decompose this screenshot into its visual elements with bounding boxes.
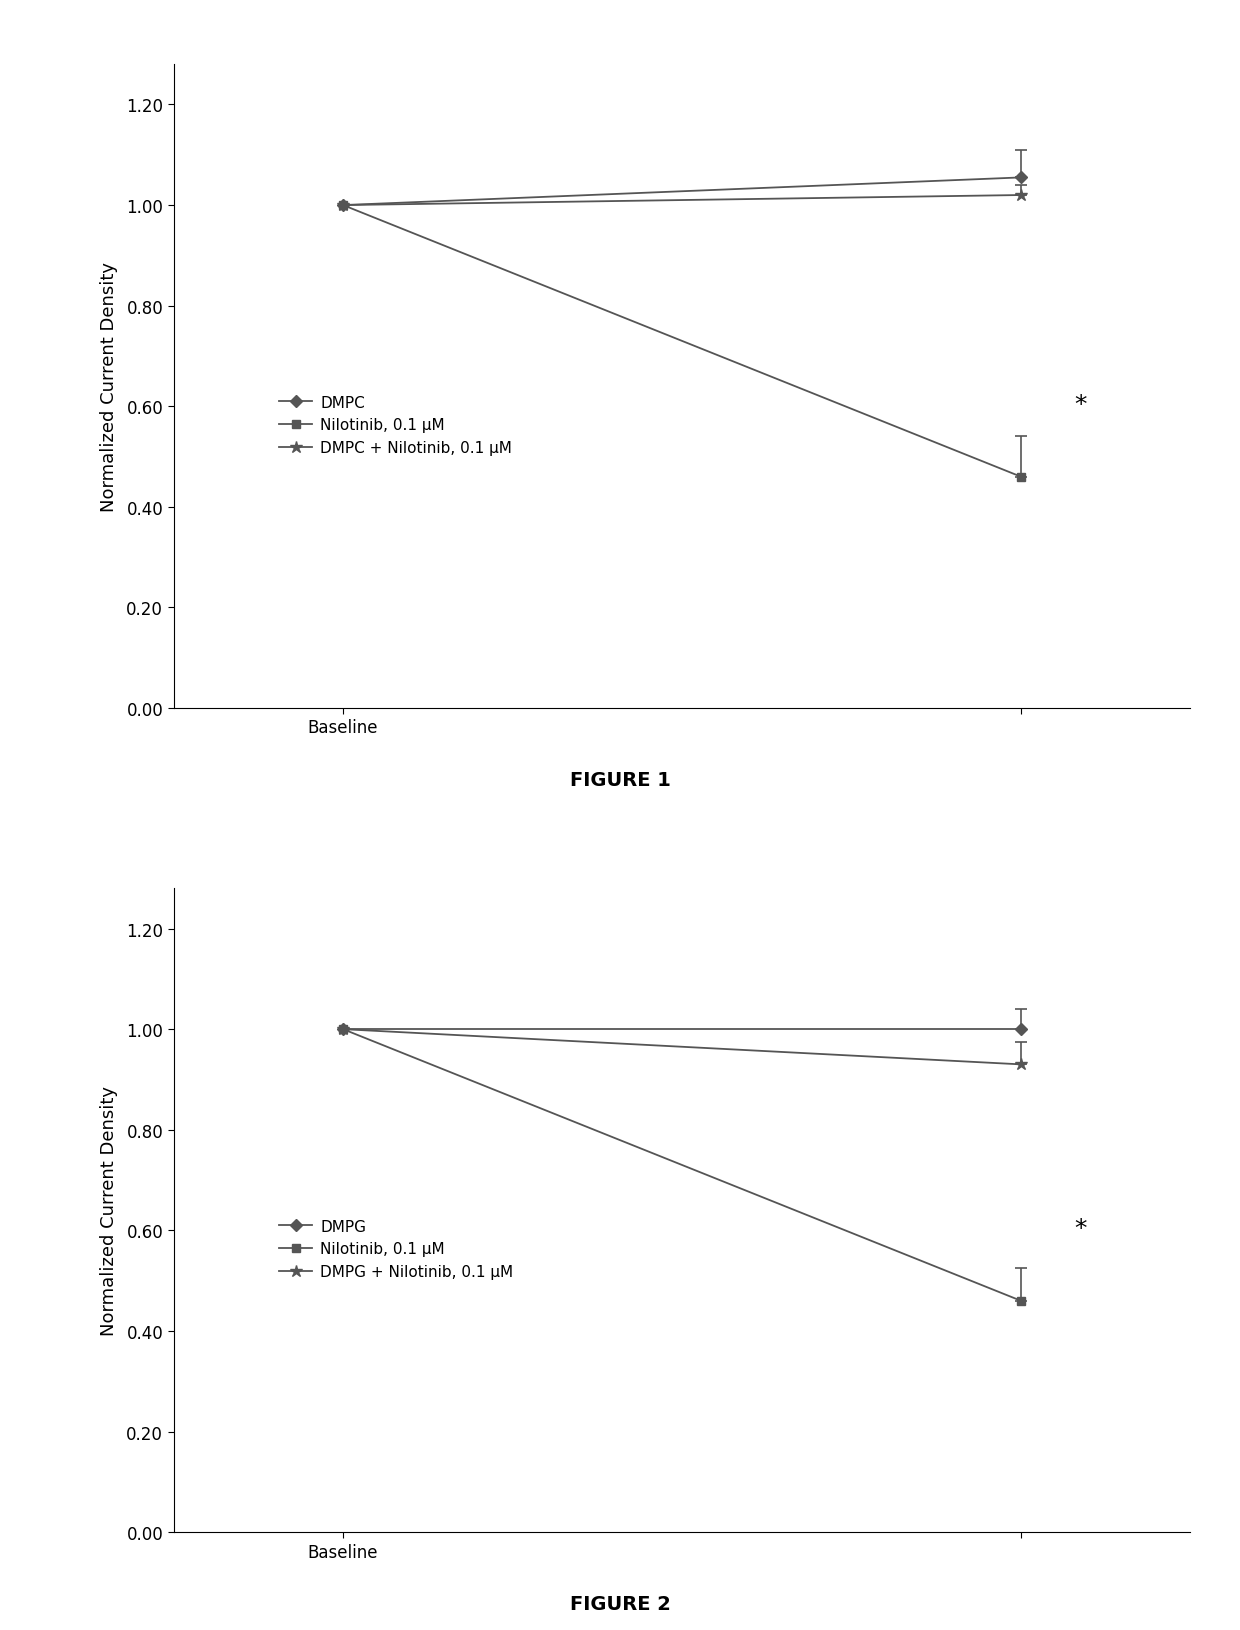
Line: DMPG + Nilotinib, 0.1 μM: DMPG + Nilotinib, 0.1 μM: [337, 1024, 1027, 1071]
Line: DMPC + Nilotinib, 0.1 μM: DMPC + Nilotinib, 0.1 μM: [337, 189, 1027, 212]
Nilotinib, 0.1 μM: [336, 1020, 351, 1040]
DMPC: [1013, 168, 1028, 187]
Text: *: *: [1074, 393, 1086, 417]
DMPG: [1013, 1020, 1028, 1040]
Text: *: *: [1074, 1216, 1086, 1240]
Line: Nilotinib, 0.1 μM: Nilotinib, 0.1 μM: [339, 1025, 1025, 1306]
Line: Nilotinib, 0.1 μM: Nilotinib, 0.1 μM: [339, 202, 1025, 481]
Nilotinib, 0.1 μM: [336, 196, 351, 215]
Line: DMPG: DMPG: [339, 1025, 1025, 1033]
Line: DMPC: DMPC: [339, 174, 1025, 210]
DMPC + Nilotinib, 0.1 μM: [336, 196, 351, 215]
Y-axis label: Normalized Current Density: Normalized Current Density: [100, 1086, 118, 1335]
DMPC + Nilotinib, 0.1 μM: [1013, 186, 1028, 205]
Text: FIGURE 2: FIGURE 2: [569, 1594, 671, 1614]
Legend: DMPC, Nilotinib, 0.1 μM, DMPC + Nilotinib, 0.1 μM: DMPC, Nilotinib, 0.1 μM, DMPC + Nilotini…: [273, 390, 518, 461]
Legend: DMPG, Nilotinib, 0.1 μM, DMPG + Nilotinib, 0.1 μM: DMPG, Nilotinib, 0.1 μM, DMPG + Nilotini…: [273, 1213, 520, 1286]
DMPG + Nilotinib, 0.1 μM: [1013, 1055, 1028, 1074]
Nilotinib, 0.1 μM: [1013, 1291, 1028, 1311]
Text: FIGURE 1: FIGURE 1: [569, 771, 671, 789]
DMPG: [336, 1020, 351, 1040]
DMPC: [336, 196, 351, 215]
DMPG + Nilotinib, 0.1 μM: [336, 1020, 351, 1040]
Y-axis label: Normalized Current Density: Normalized Current Density: [100, 262, 118, 512]
Nilotinib, 0.1 μM: [1013, 468, 1028, 487]
